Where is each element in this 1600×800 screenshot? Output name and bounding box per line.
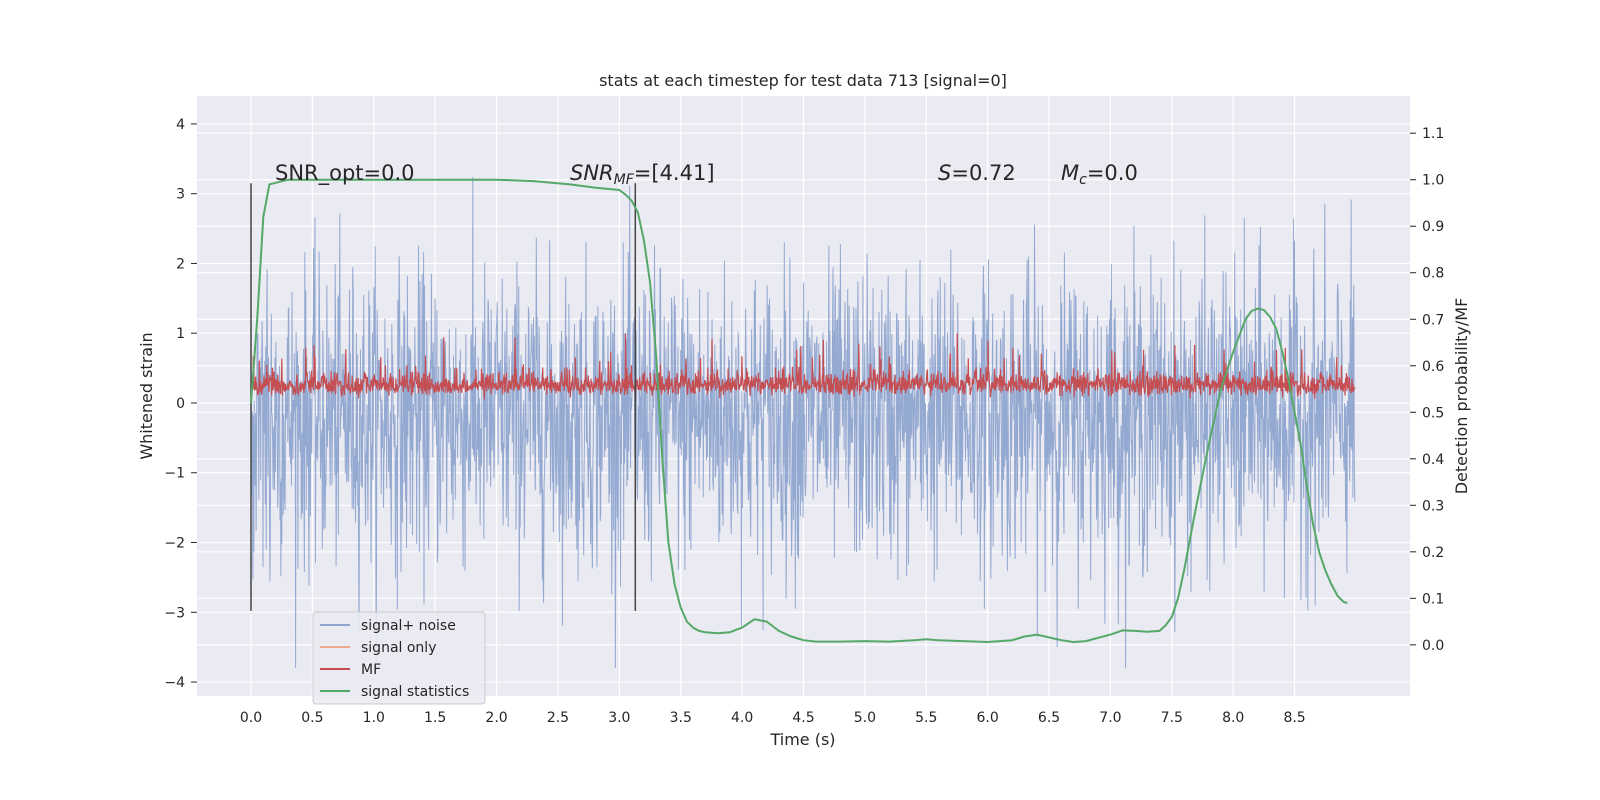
x-tick-label: 0.0 (240, 710, 262, 726)
y-left-tick-label: 1 (176, 326, 185, 342)
y-right-tick-label: 0.2 (1422, 545, 1444, 561)
y-left-tick-label: 2 (176, 256, 185, 272)
y-right-tick-label: 0.5 (1422, 405, 1444, 421)
y-axis-right-label: Detection probability/MF (1452, 298, 1471, 495)
x-axis-label: Time (s) (769, 730, 835, 749)
x-tick-label: 5.0 (854, 710, 876, 726)
annotation-snr-mf-sub: MF (614, 172, 635, 188)
x-tick-label: 2.0 (485, 710, 507, 726)
x-tick-label: 3.5 (670, 710, 692, 726)
legend-label: signal statistics (361, 684, 469, 700)
y-left-tick-label: −3 (164, 605, 185, 621)
x-tick-label: 4.5 (792, 710, 814, 726)
mf-line (250, 333, 1356, 400)
y-left-tick-label: −4 (164, 675, 185, 691)
y-axis-right-ticks: 1.1 1.0 0.9 0.8 0.7 0.6 0.5 0.4 0.3 0.2 0.1 0.0 (1410, 126, 1444, 654)
y-left-tick-label: −2 (164, 536, 185, 552)
legend-label: signal+ noise (361, 618, 456, 634)
signal-noise-series (250, 176, 1356, 669)
annotation-mc-value: =0.0 (1087, 161, 1138, 185)
x-tick-label: 2.5 (547, 710, 569, 726)
annotation-snr-opt: SNR_opt=0.0 (275, 161, 415, 186)
x-tick-label: 7.5 (1161, 710, 1183, 726)
chart-title: stats at each timestep for test data 713… (599, 71, 1007, 90)
annotation-mc-sub: c (1079, 172, 1087, 188)
x-tick-label: 5.5 (915, 710, 937, 726)
annotation-s: S=0.72 (938, 161, 1016, 185)
y-left-tick-label: 4 (176, 117, 185, 133)
y-right-tick-label: 0.8 (1422, 266, 1444, 282)
y-right-tick-label: 0.0 (1422, 638, 1444, 654)
y-right-tick-label: 0.7 (1422, 312, 1444, 328)
annotation-s-label: S (938, 161, 951, 185)
signal-noise-line (250, 176, 1356, 669)
signal-statistics-line (250, 178, 1348, 644)
y-right-tick-label: 0.4 (1422, 452, 1444, 468)
legend-label: MF (361, 662, 381, 678)
legend-label: signal only (361, 640, 436, 656)
x-tick-label: 1.5 (424, 710, 446, 726)
y-left-tick-label: 3 (176, 187, 185, 203)
x-tick-label: 6.0 (977, 710, 999, 726)
x-tick-label: 7.0 (1099, 710, 1121, 726)
y-axis-left-ticks: 4 3 2 1 0 −1 −2 −3 −4 (164, 117, 197, 691)
annotation-snr-mf-value: =[4.41] (634, 161, 715, 185)
x-tick-label: 4.0 (731, 710, 753, 726)
x-axis-ticks: 0.0 0.5 1.0 1.5 2.0 2.5 3.0 3.5 4.0 4.5 5.0 5.5 6.0 6… (240, 710, 1306, 726)
x-tick-label: 6.5 (1038, 710, 1060, 726)
annotation-mc-label: M (1061, 161, 1079, 185)
x-tick-label: 8.5 (1283, 710, 1305, 726)
y-left-tick-label: −1 (164, 466, 185, 482)
x-tick-label: 3.0 (608, 710, 630, 726)
y-right-tick-label: 1.0 (1422, 173, 1444, 189)
annotation-s-value: =0.72 (951, 161, 1015, 185)
y-right-tick-label: 0.6 (1422, 359, 1444, 375)
y-axis-left-label: Whitened strain (137, 332, 156, 459)
legend-box (312, 611, 486, 705)
mf-series (250, 333, 1356, 400)
annotation-mc: Mc=0.0 (1061, 161, 1138, 188)
x-tick-label: 8.0 (1222, 710, 1244, 726)
x-tick-label: 0.5 (301, 710, 323, 726)
x-tick-label: 1.0 (363, 710, 385, 726)
legend: signal+ noise signal only MF signal statist… (312, 611, 486, 705)
y-right-tick-label: 0.3 (1422, 498, 1444, 514)
annotation-snr-mf: SNRMF=[4.41] (570, 161, 715, 188)
y-left-tick-label: 0 (176, 396, 185, 412)
y-right-tick-label: 0.1 (1422, 591, 1444, 607)
annotation-snr-mf-label: SNR (570, 161, 614, 185)
signal-statistics-series (250, 178, 1348, 644)
y-right-tick-label: 0.9 (1422, 219, 1444, 235)
y-right-tick-label: 1.1 (1422, 126, 1444, 142)
